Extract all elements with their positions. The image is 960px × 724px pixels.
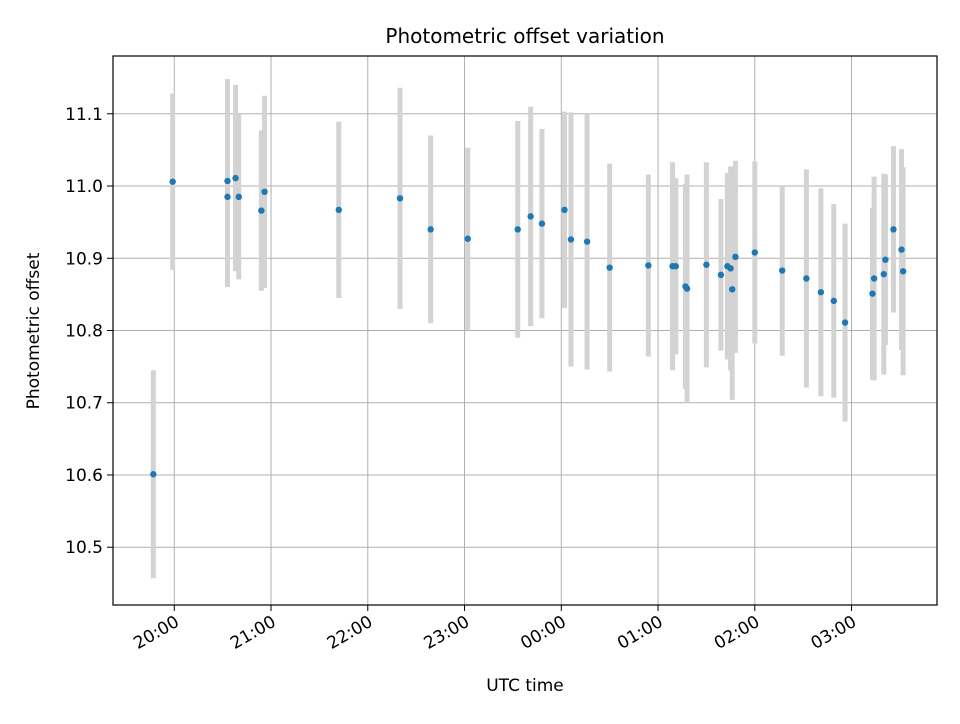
data-point	[751, 249, 758, 256]
data-point	[672, 263, 679, 270]
data-point	[703, 261, 710, 268]
data-point	[258, 207, 265, 214]
data-point	[514, 226, 521, 233]
x-axis-label: UTC time	[486, 676, 564, 696]
data-point	[464, 235, 471, 242]
data-point	[817, 289, 825, 296]
data-point	[261, 188, 268, 196]
data-point	[841, 319, 849, 326]
data-point	[890, 226, 897, 233]
data-points	[150, 174, 907, 478]
data-point	[396, 195, 404, 202]
y-tick-label: 10.6	[65, 466, 103, 486]
y-tick-label: 11.0	[65, 177, 103, 197]
data-point	[880, 270, 887, 278]
data-point	[830, 297, 837, 305]
y-tick-label: 11.1	[65, 105, 103, 125]
data-point	[567, 236, 575, 243]
y-axis-label: Photometric offset	[24, 252, 44, 409]
y-tick-label: 10.7	[65, 394, 103, 414]
y-tick-label: 10.9	[65, 249, 103, 269]
data-point	[778, 267, 786, 274]
data-point	[232, 174, 239, 182]
data-point	[606, 264, 613, 271]
y-tick-label: 10.8	[65, 322, 103, 342]
data-point	[224, 177, 231, 185]
data-point	[645, 262, 652, 269]
grid-lines	[113, 56, 937, 605]
data-point	[150, 471, 157, 478]
data-point	[898, 246, 905, 253]
y-axis: 10.5 10.6 10.7 10.8 10.9 11.0 11.1	[65, 105, 113, 558]
data-point	[224, 193, 231, 201]
data-point	[538, 220, 546, 227]
data-point	[869, 290, 876, 297]
data-point	[727, 265, 734, 272]
data-point	[235, 193, 242, 201]
data-point	[729, 286, 736, 293]
data-point	[583, 238, 591, 245]
data-point	[683, 285, 691, 292]
data-point	[561, 206, 568, 214]
data-point	[717, 271, 725, 279]
data-point	[335, 206, 342, 214]
chart-title: Photometric offset variation	[385, 24, 664, 48]
data-point	[427, 226, 434, 233]
data-point	[169, 178, 176, 185]
data-point	[732, 253, 739, 261]
data-point	[882, 256, 889, 263]
data-point	[803, 275, 810, 282]
data-point	[870, 275, 878, 282]
data-point	[527, 213, 534, 220]
y-tick-label: 10.5	[65, 538, 103, 558]
data-point	[899, 268, 907, 275]
